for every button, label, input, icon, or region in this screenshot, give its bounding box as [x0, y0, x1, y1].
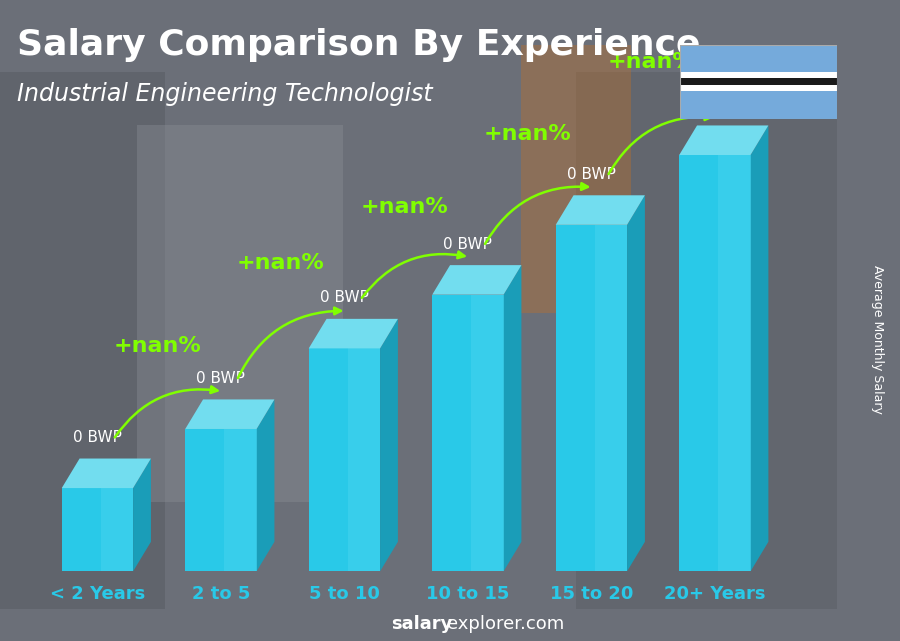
- Polygon shape: [133, 458, 151, 571]
- Bar: [521, 45, 631, 313]
- Bar: [137, 126, 343, 501]
- Polygon shape: [62, 458, 151, 488]
- Text: < 2 Years: < 2 Years: [50, 585, 145, 603]
- Text: 0 BWP: 0 BWP: [567, 167, 616, 182]
- Text: 15 to 20: 15 to 20: [550, 585, 633, 603]
- Polygon shape: [309, 319, 398, 349]
- Polygon shape: [432, 265, 521, 295]
- Text: explorer.com: explorer.com: [447, 615, 564, 633]
- Polygon shape: [380, 319, 398, 571]
- Bar: [0, 72, 165, 609]
- Bar: [576, 72, 850, 609]
- Text: Industrial Engineering Technologist: Industrial Engineering Technologist: [17, 81, 432, 106]
- Text: 0 BWP: 0 BWP: [444, 237, 492, 252]
- Polygon shape: [185, 399, 274, 429]
- Text: 0 BWP: 0 BWP: [73, 430, 122, 445]
- Polygon shape: [472, 295, 504, 571]
- Bar: [680, 45, 837, 72]
- Text: 10 to 15: 10 to 15: [427, 585, 509, 603]
- Text: 5 to 10: 5 to 10: [309, 585, 380, 603]
- Polygon shape: [680, 126, 769, 155]
- Text: Average Monthly Salary: Average Monthly Salary: [871, 265, 884, 414]
- Bar: [680, 78, 837, 85]
- Text: +nan%: +nan%: [360, 197, 448, 217]
- Text: +nan%: +nan%: [237, 253, 325, 273]
- Polygon shape: [504, 265, 521, 571]
- Text: +nan%: +nan%: [483, 124, 572, 144]
- Text: Salary Comparison By Experience: Salary Comparison By Experience: [17, 28, 700, 62]
- Polygon shape: [432, 295, 504, 571]
- Text: +nan%: +nan%: [608, 52, 695, 72]
- Polygon shape: [555, 196, 645, 225]
- Text: 2 to 5: 2 to 5: [192, 585, 250, 603]
- Polygon shape: [718, 155, 751, 571]
- Bar: [680, 72, 837, 78]
- Text: +nan%: +nan%: [113, 337, 201, 356]
- Text: salary: salary: [392, 615, 453, 633]
- Polygon shape: [348, 349, 380, 571]
- Polygon shape: [256, 399, 274, 571]
- Text: 0 BWP: 0 BWP: [320, 290, 369, 305]
- Text: 0 BWP: 0 BWP: [196, 371, 246, 386]
- Bar: [680, 85, 837, 91]
- Polygon shape: [101, 488, 133, 571]
- Polygon shape: [680, 155, 751, 571]
- Polygon shape: [751, 126, 769, 571]
- Polygon shape: [627, 196, 645, 571]
- Polygon shape: [224, 429, 256, 571]
- Polygon shape: [62, 488, 133, 571]
- Polygon shape: [555, 225, 627, 571]
- Polygon shape: [185, 429, 256, 571]
- Polygon shape: [309, 349, 380, 571]
- Polygon shape: [595, 225, 627, 571]
- Text: 0 BWP: 0 BWP: [690, 97, 739, 112]
- Text: 20+ Years: 20+ Years: [664, 585, 766, 603]
